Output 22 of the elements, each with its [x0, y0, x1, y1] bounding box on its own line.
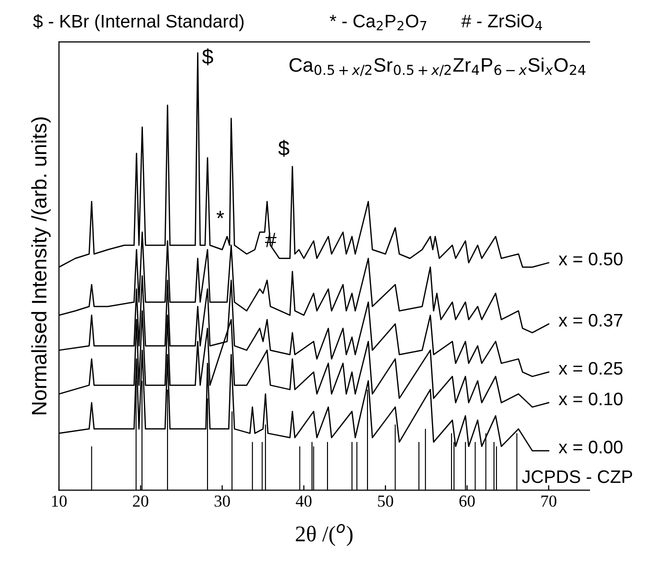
text: # - ZrSiO$_{4}$	[461, 14, 542, 30]
x-tick-label: 10	[52, 496, 67, 507]
annotation: *	[216, 210, 224, 218]
x-tick-label: 50	[378, 496, 394, 507]
chart-title: $ - KBr (Internal Standard)	[33, 14, 244, 32]
annotation: $	[278, 140, 290, 157]
series-label: x = 0.25	[558, 362, 622, 375]
x-tick-label: 30	[214, 496, 230, 507]
series-label: x = 0.10	[558, 392, 622, 406]
text: Ca$_{0.5+x/2}$Sr$_{0.5+x/2}$Zr$_{4}$P$_{6−x}$Si$_{x}$O$_{24}$	[290, 58, 586, 76]
series-label: JCPDS - CZP	[522, 470, 632, 484]
series-label: x = 0.00	[558, 440, 622, 454]
series-label: x = 0.37	[558, 314, 622, 327]
series-label: x = 0.50	[558, 252, 622, 266]
text: * - Ca$_{2}$P$_{2}$O$_{7}$	[330, 14, 426, 30]
x-tick-label: 60	[459, 496, 475, 507]
annotation: $	[202, 48, 214, 66]
x-tick-label: 70	[541, 496, 556, 507]
x-axis-title: 2θ /($^{o}$)	[296, 524, 353, 546]
x-tick-label: 40	[296, 496, 312, 507]
y-axis-title: Normalised Intensity /(arb. units)	[31, 117, 51, 414]
x-tick-label: 20	[132, 496, 148, 507]
